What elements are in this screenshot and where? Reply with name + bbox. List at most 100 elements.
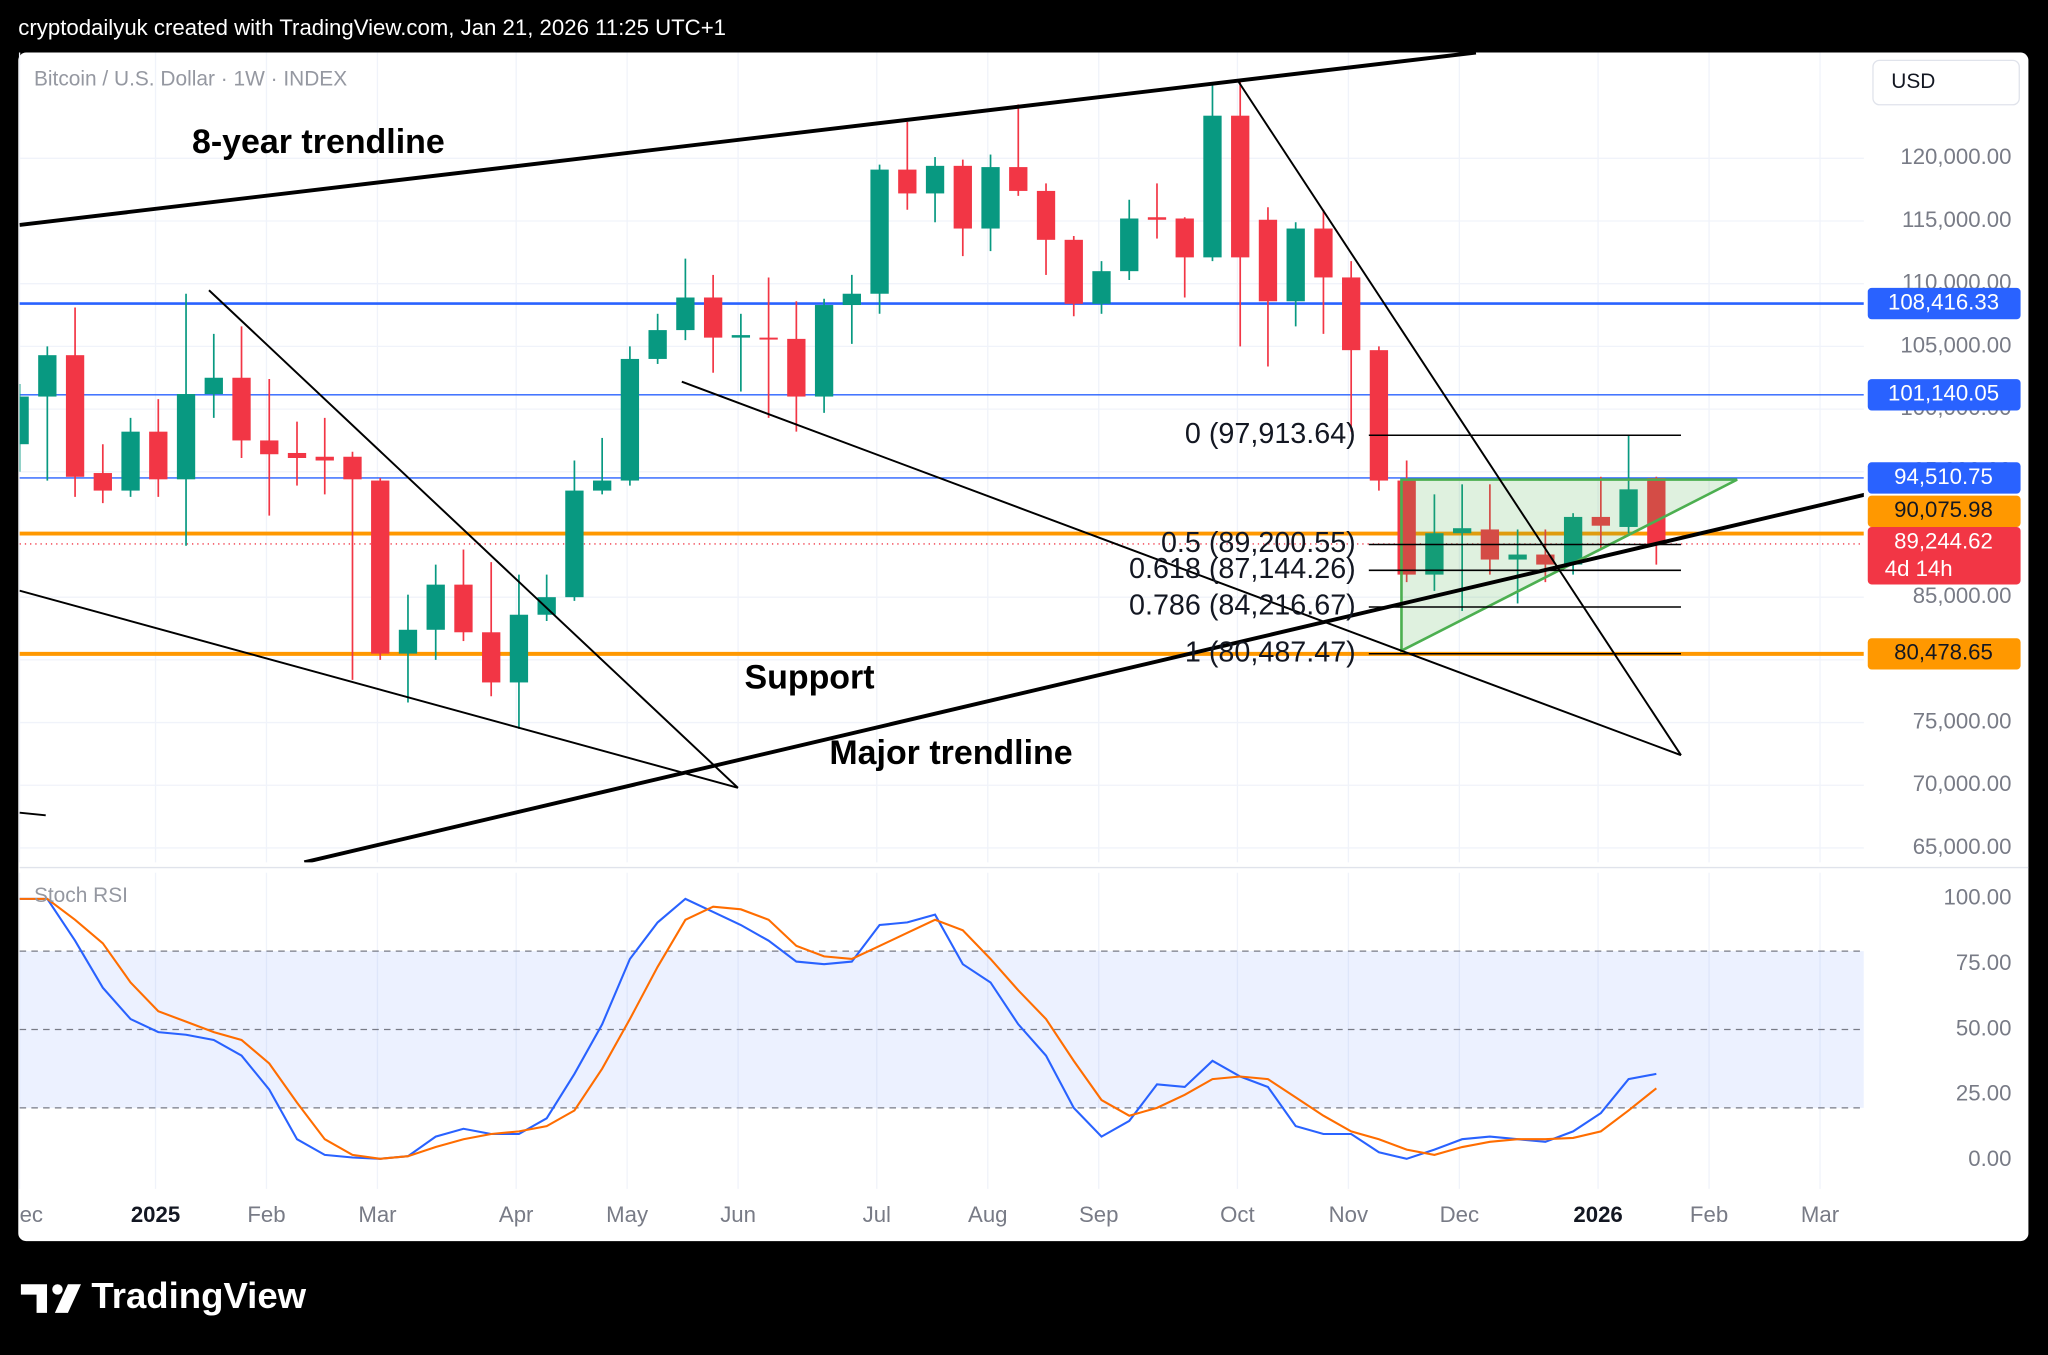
candle-body bbox=[204, 377, 223, 395]
symbol-title: Bitcoin / U.S. Dollar · 1W · INDEX bbox=[34, 67, 347, 90]
trendline-8-year bbox=[19, 52, 1477, 227]
trendline-fragment bbox=[19, 811, 46, 817]
x-tick-label: Mar bbox=[1801, 1202, 1840, 1227]
price-badge bbox=[1867, 462, 2021, 494]
candle-body bbox=[509, 614, 529, 683]
stoch-line bbox=[19, 897, 1657, 1160]
candle-body bbox=[1147, 217, 1167, 220]
fibonacci: 0 (97,913.64) 0.5 (89,200.55)0.618 (87,14… bbox=[1129, 418, 1681, 668]
channel-lower bbox=[681, 380, 1682, 757]
candle-body bbox=[1092, 271, 1111, 304]
candle-body bbox=[1231, 115, 1250, 258]
y-tick-label: 115,000.00 bbox=[1902, 207, 2011, 232]
x-tick-label: 2026 bbox=[1573, 1202, 1622, 1227]
last-price-label: 89,244.62 bbox=[1894, 529, 1993, 554]
candle-body bbox=[287, 452, 307, 458]
x-tick-label: Sep bbox=[1079, 1202, 1118, 1227]
x-tick-label: Dec bbox=[1440, 1202, 1479, 1227]
price-badge-label: 80,478.65 bbox=[1894, 640, 1993, 665]
footer-brand: TradingView bbox=[91, 1275, 306, 1316]
x-tick-label: Aug bbox=[968, 1202, 1007, 1227]
price-badge bbox=[1867, 379, 2021, 411]
candle-body bbox=[1009, 167, 1028, 191]
candle-body bbox=[482, 632, 501, 683]
candle-body bbox=[703, 297, 723, 338]
candle-body bbox=[953, 165, 972, 229]
y-tick-label: 120,000.00 bbox=[1900, 144, 2011, 169]
candle-body bbox=[65, 355, 85, 477]
candle-body bbox=[1286, 228, 1305, 302]
candle-body bbox=[898, 169, 917, 194]
candle-body bbox=[1036, 190, 1056, 240]
grid bbox=[18, 52, 1864, 1189]
candle-body bbox=[232, 377, 251, 441]
candle-body bbox=[648, 330, 667, 359]
candle-body bbox=[1369, 350, 1389, 481]
candle-body bbox=[38, 355, 57, 397]
currency-box[interactable] bbox=[1872, 59, 2020, 106]
candle-body bbox=[149, 431, 168, 480]
fib-label: 0.618 (87,144.26) bbox=[1129, 553, 1356, 585]
price-badge bbox=[1867, 638, 2021, 670]
candle-body bbox=[1120, 218, 1139, 272]
stoch-plot bbox=[19, 897, 1864, 1160]
x-tick-label: ec bbox=[20, 1202, 43, 1227]
price-badge-label: 94,510.75 bbox=[1894, 464, 1993, 489]
price-badge bbox=[1867, 495, 2021, 527]
x-tick-label: Nov bbox=[1329, 1202, 1369, 1227]
price-badge bbox=[1867, 287, 2021, 320]
candle-body bbox=[260, 440, 279, 455]
currency[interactable]: USD bbox=[1891, 70, 1935, 93]
header-credit: cryptodailyuk created with TradingView.c… bbox=[18, 15, 726, 40]
candle-body bbox=[676, 297, 695, 331]
price-badge-label: 101,140.05 bbox=[1888, 381, 1999, 406]
chart-card bbox=[18, 52, 2029, 1242]
y-tick-label: 85,000.00 bbox=[1913, 583, 2012, 608]
stoch-line bbox=[19, 897, 1657, 1160]
y-tick-label: 75.00 bbox=[1956, 950, 2012, 975]
y-tick-label: 0.00 bbox=[1968, 1146, 2011, 1171]
fib-label: 0.786 (84,216.67) bbox=[1129, 590, 1356, 622]
candle-body bbox=[731, 335, 751, 338]
candle-body bbox=[371, 480, 390, 654]
x-tick-label: Mar bbox=[358, 1202, 397, 1227]
candle-body bbox=[398, 629, 418, 654]
x-tick-label: Jul bbox=[863, 1202, 891, 1227]
logo-mark bbox=[54, 1284, 81, 1313]
candle-body bbox=[19, 396, 29, 445]
countdown: 4d 14h bbox=[1885, 556, 1953, 581]
candle-body bbox=[1064, 239, 1083, 304]
wedge-lower bbox=[19, 589, 739, 789]
candle-body bbox=[1258, 219, 1278, 302]
price-plot bbox=[19, 81, 1864, 729]
axes: ec 2025 Feb Mar Apr May Jun Jul Aug Sep Oct Nov Dec 2… bbox=[20, 144, 2021, 1227]
footer-logo bbox=[20, 1284, 81, 1313]
y-tick-label: 70,000.00 bbox=[1913, 771, 2012, 796]
x-tick-label: Feb bbox=[247, 1202, 285, 1227]
fib-label: 0 (97,913.64) bbox=[1185, 418, 1356, 450]
x-tick-label: Feb bbox=[1690, 1202, 1728, 1227]
candle-body bbox=[1591, 516, 1611, 526]
wedge-upper bbox=[208, 289, 739, 789]
candle-body bbox=[93, 473, 112, 491]
y-tick-label: 105,000.00 bbox=[1900, 332, 2011, 357]
x-tick-label: Jun bbox=[720, 1202, 756, 1227]
candle-body bbox=[454, 584, 473, 633]
candle-body bbox=[565, 490, 584, 598]
candle-body bbox=[1647, 478, 1666, 544]
y-tick-label: 50.00 bbox=[1956, 1015, 2012, 1040]
candle-body bbox=[1314, 228, 1333, 278]
candle-body bbox=[1508, 554, 1527, 560]
annotation: Major trendline bbox=[829, 734, 1072, 772]
candle-body bbox=[870, 169, 889, 294]
candle-body bbox=[981, 167, 1000, 229]
candle-body bbox=[1536, 554, 1555, 565]
channel-upper bbox=[1237, 80, 1682, 756]
candle-body bbox=[121, 431, 140, 491]
indicator-title: Stoch RSI bbox=[34, 884, 128, 907]
candle-body bbox=[814, 305, 834, 397]
candle-body bbox=[925, 165, 945, 194]
x-tick-label: Oct bbox=[1220, 1202, 1255, 1227]
candle-body bbox=[1619, 489, 1638, 527]
